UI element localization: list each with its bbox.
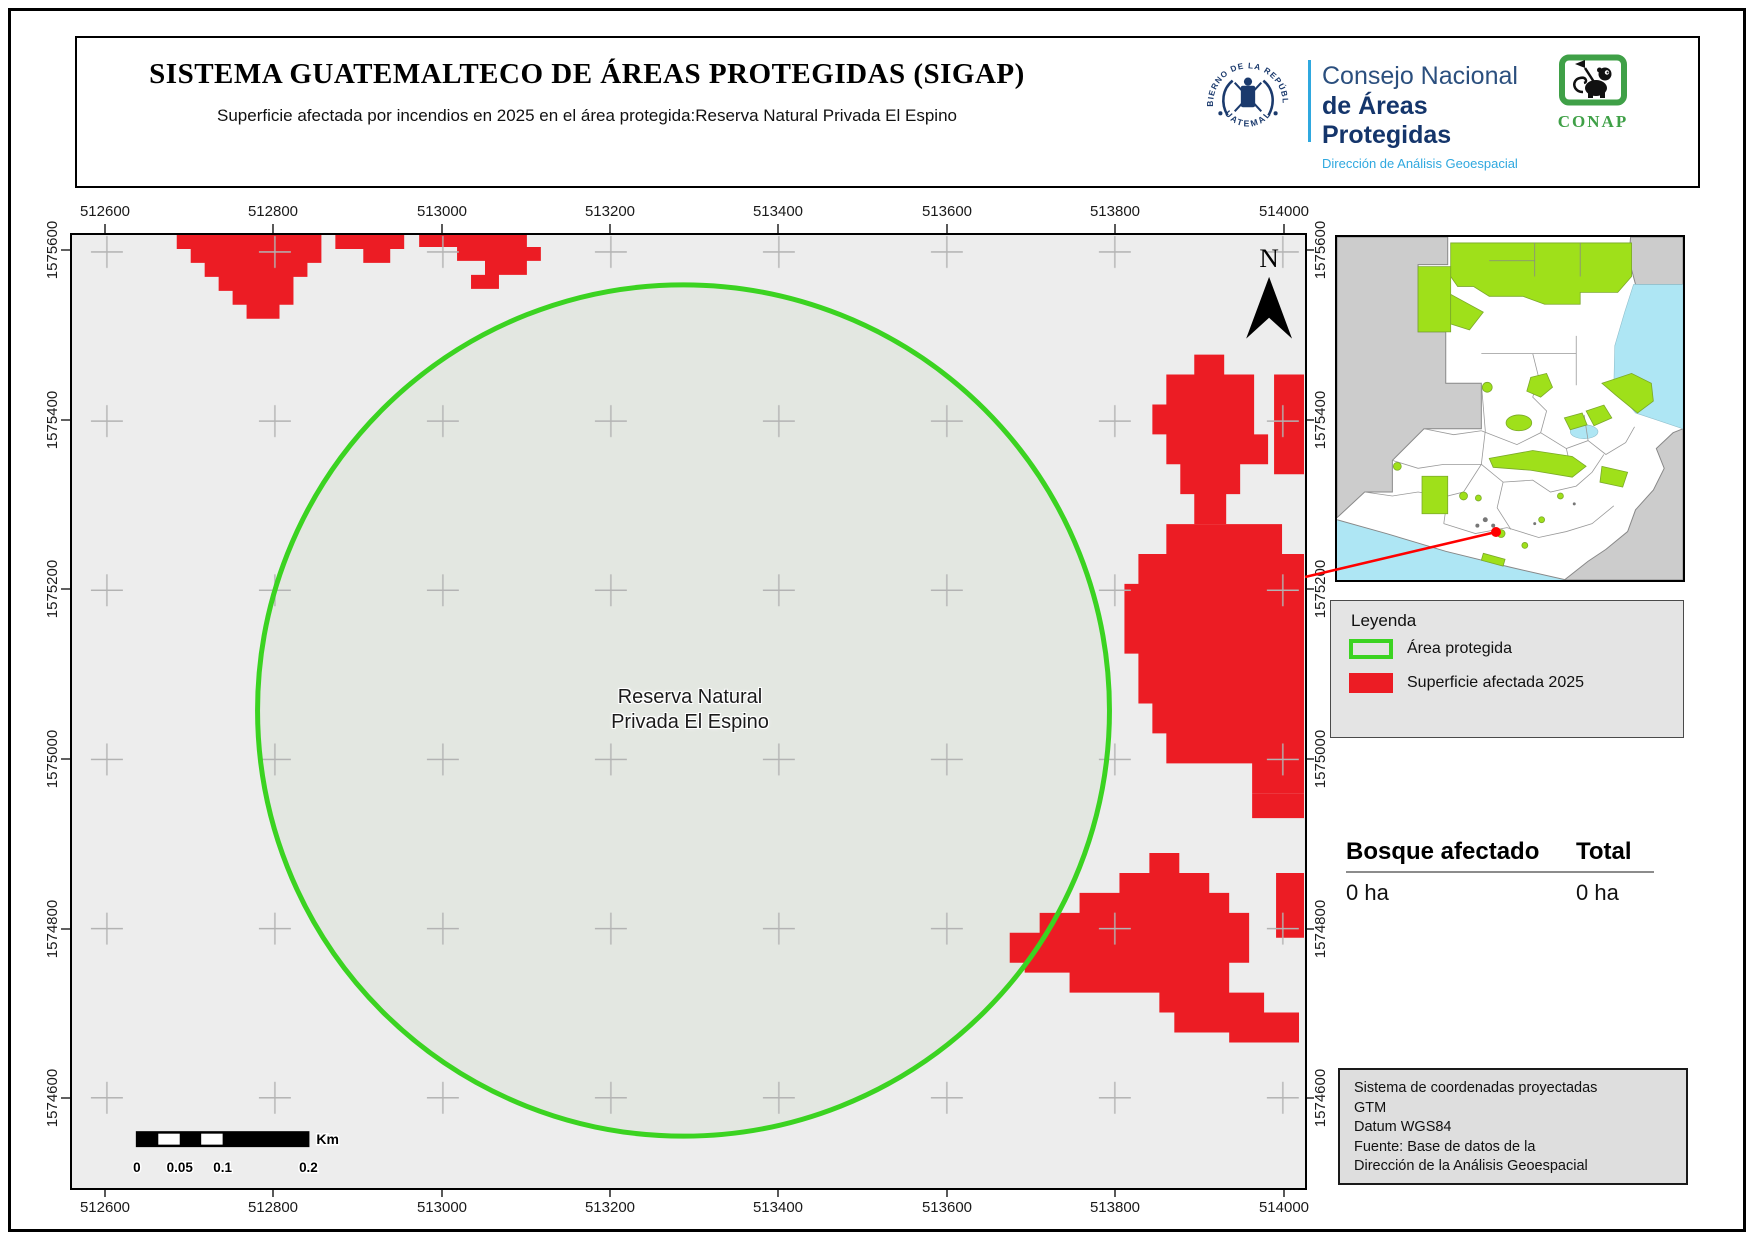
- x-axis-label-top: 514000: [1258, 203, 1310, 220]
- x-axis-label-bottom: 512800: [247, 1199, 299, 1216]
- credits-line: Dirección de la Análisis Geoespacial: [1354, 1158, 1588, 1174]
- x-axis-label-bottom: 514000: [1258, 1199, 1310, 1216]
- x-axis-label-top: 513200: [584, 203, 636, 220]
- north-arrow-label: N: [1259, 243, 1278, 273]
- conap-wordmark-line3: Dirección de Análisis Geoespacial: [1322, 156, 1518, 171]
- stats-table: Bosque afectado Total 0 ha 0 ha: [1346, 838, 1654, 906]
- x-axis-label-bottom: 513200: [584, 1199, 636, 1216]
- credits-line: Sistema de coordenadas proyectadas: [1354, 1080, 1598, 1096]
- credits-line: GTM: [1354, 1099, 1387, 1116]
- scale-tick-label: 0.2: [299, 1160, 318, 1175]
- x-axis-label-top: 512600: [79, 203, 131, 220]
- gobierno-guatemala-seal-logo: GOBIERNO DE LA REPÚBLICA GUATEMALA: [1202, 52, 1289, 129]
- scale-tick-label: 0.1: [213, 1160, 232, 1175]
- y-axis-label-left: 1575400: [44, 390, 61, 450]
- seal-emblem: [1218, 77, 1278, 117]
- credits-box: Sistema de coordenadas proyectadas GTM D…: [1338, 1068, 1688, 1185]
- inset-map-canvas: [1336, 236, 1684, 581]
- stats-col2-value: 0 ha: [1576, 880, 1619, 905]
- protected-area-name-line2: Privada El Espino: [611, 711, 769, 733]
- protected-area-name-line1: Reserva Natural: [617, 686, 763, 708]
- conap-wordmark-line2: de Áreas Protegidas: [1322, 92, 1452, 149]
- x-axis-label-bottom: 513600: [921, 1199, 973, 1216]
- conap-wordmark-line1: Consejo Nacional: [1322, 62, 1518, 90]
- credits-line: Datum WGS84: [1354, 1119, 1452, 1135]
- stats-header-row: Bosque afectado Total: [1346, 838, 1654, 873]
- legend-item-protected-area: Área protegida: [1349, 639, 1512, 659]
- conap-monkey-icon: [1559, 54, 1627, 106]
- main-map: N 0 0.05 0.1 0.2 Km Reserva Natural P: [70, 233, 1307, 1190]
- credits-line: Fuente: Base de datos de la: [1354, 1138, 1536, 1155]
- page-border: [8, 8, 1746, 1232]
- y-axis-label-right: 1575200: [1312, 559, 1329, 619]
- legend-item-label: Área protegida: [1407, 640, 1512, 657]
- x-axis-label-top: 513000: [416, 203, 468, 220]
- scale-tick-label: 0.05: [167, 1160, 194, 1175]
- stats-col2-header: Total: [1576, 838, 1632, 865]
- legend-item-label: Superficie afectada 2025: [1407, 674, 1585, 691]
- legend-box: Leyenda Área protegida Superficie afecta…: [1330, 600, 1684, 738]
- logo-divider: [1308, 60, 1311, 142]
- y-axis-label-right: 1575000: [1312, 729, 1329, 789]
- x-axis-label-top: 513800: [1089, 203, 1141, 220]
- conap-logo: CONAP: [1555, 54, 1631, 132]
- x-axis-label-top: 513600: [921, 203, 973, 220]
- y-axis-label-left: 1574600: [44, 1068, 61, 1128]
- x-axis-label-top: 513400: [752, 203, 804, 220]
- x-axis-label-bottom: 513400: [752, 1199, 804, 1216]
- y-axis-label-right: 1575400: [1312, 390, 1329, 450]
- y-axis-label-left: 1575600: [44, 220, 61, 280]
- stats-col1-header: Bosque afectado: [1346, 838, 1540, 865]
- inset-protected-area-subdivisions: [1489, 242, 1581, 277]
- page-title: SISTEMA GUATEMALTECO DE ÁREAS PROTEGIDAS…: [149, 58, 1025, 90]
- y-axis-label-right: 1575600: [1312, 220, 1329, 280]
- stats-value-row: 0 ha 0 ha: [1346, 880, 1654, 906]
- y-axis-label-left: 1575200: [44, 559, 61, 619]
- legend-title: Leyenda: [1351, 611, 1417, 630]
- conap-wordmark: Consejo Nacional de Áreas Protegidas Dir…: [1322, 62, 1557, 171]
- protected-area-name-label: Reserva Natural Privada El Espino: [534, 685, 846, 735]
- header-titles: SISTEMA GUATEMALTECO DE ÁREAS PROTEGIDAS…: [137, 58, 1037, 126]
- protected-area-swatch: [1349, 639, 1393, 659]
- page-subtitle: Superficie afectada por incendios en 202…: [217, 106, 957, 125]
- x-axis-label-bottom: 512600: [79, 1199, 131, 1216]
- burned-area-swatch: [1349, 673, 1393, 693]
- scale-tick-label: 0: [133, 1160, 140, 1175]
- conap-logo-label: CONAP: [1557, 112, 1629, 131]
- x-axis-label-bottom: 513000: [416, 1199, 468, 1216]
- y-axis-label-left: 1574800: [44, 899, 61, 959]
- header-box: SISTEMA GUATEMALTECO DE ÁREAS PROTEGIDAS…: [75, 36, 1700, 188]
- scale-unit-label: Km: [316, 1131, 338, 1147]
- stats-col1-value: 0 ha: [1346, 880, 1389, 905]
- inset-map-guatemala: [1335, 235, 1685, 582]
- y-axis-label-right: 1574800: [1312, 899, 1329, 959]
- x-axis-label-top: 512800: [247, 203, 299, 220]
- y-axis-label-right: 1574600: [1312, 1068, 1329, 1128]
- x-axis-label-bottom: 513800: [1089, 1199, 1141, 1216]
- y-axis-label-left: 1575000: [44, 729, 61, 789]
- legend-item-burned-area: Superficie afectada 2025: [1349, 673, 1584, 693]
- inset-city-marks: [1475, 502, 1576, 528]
